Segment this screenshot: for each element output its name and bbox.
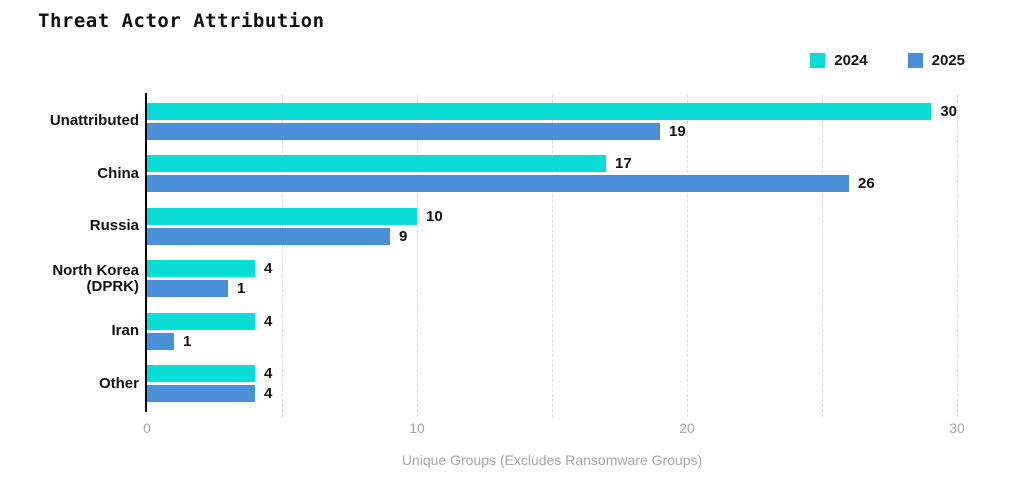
bar-value-label: 1: [183, 332, 192, 350]
x-tick-label: 0: [143, 420, 151, 436]
bar-2025[interactable]: [147, 122, 660, 140]
plot-area: Unattributed 30 19 China 17 26 Russia 10 9 North …: [50, 93, 958, 417]
category-label: China: [97, 164, 139, 182]
category-label: Russia: [89, 217, 139, 235]
bar-value-label: 19: [669, 122, 686, 140]
gridline: [552, 95, 553, 417]
gridline: [822, 95, 823, 417]
legend: 2024 2025: [810, 52, 965, 69]
bar-value-label: 26: [858, 175, 875, 193]
legend-swatch-2025: [907, 53, 923, 68]
chart-row: Unattributed 30 19: [50, 95, 957, 148]
category-label: Other: [98, 374, 139, 392]
x-axis-title: Unique Groups (Excludes Ransomware Group…: [401, 452, 703, 468]
category-label: Iran: [111, 322, 139, 340]
chart-row: Iran 4 1: [111, 305, 957, 358]
bar-2025[interactable]: [147, 227, 390, 245]
category-label: North Korea (DPRK): [52, 261, 139, 295]
bar-2025[interactable]: [147, 332, 174, 350]
bar-2025[interactable]: [147, 175, 849, 193]
gridline: [281, 95, 283, 417]
gridline: [686, 95, 688, 417]
gridline: [957, 95, 958, 417]
bar-value-label: 4: [264, 312, 273, 330]
y-axis-line: [145, 93, 147, 412]
bar-2024[interactable]: [147, 260, 255, 278]
bar-2024[interactable]: [147, 365, 255, 383]
bar-value-label: 4: [264, 260, 273, 278]
x-tick-label: 20: [679, 420, 695, 436]
bar-value-label: 1: [237, 280, 246, 298]
chart-row: Russia 10 9: [90, 200, 957, 253]
chart-row: Other 4 4: [99, 358, 957, 411]
legend-item-2025[interactable]: 2025: [907, 52, 965, 69]
chart-row: North Korea (DPRK) 4 1: [52, 253, 957, 306]
legend-item-2024[interactable]: 2024: [810, 52, 868, 69]
x-tick-label: 30: [949, 420, 965, 436]
x-axis-ticks: 0 10 20 30: [143, 420, 965, 438]
bar-value-label: 4: [264, 385, 273, 403]
legend-swatch-2024: [810, 53, 826, 68]
bar-value-label: 17: [615, 155, 632, 173]
bar-2025[interactable]: [147, 385, 255, 403]
bar-2024[interactable]: [147, 207, 417, 225]
bar-value-label: 4: [264, 365, 273, 383]
legend-label-2024: 2024: [834, 52, 868, 69]
bar-2024[interactable]: [147, 155, 606, 173]
bar-value-label: 10: [425, 207, 443, 225]
bar-value-label: 30: [940, 102, 957, 120]
chart-row: China 17 26: [97, 148, 957, 201]
bar-2024[interactable]: [147, 102, 932, 120]
gridline: [416, 95, 418, 417]
bar-2024[interactable]: [147, 312, 255, 330]
chart-title: Threat Actor Attribution: [38, 10, 325, 32]
legend-label-2025: 2025: [931, 52, 965, 69]
category-label: Unattributed: [49, 112, 139, 130]
x-tick-label: 10: [409, 420, 425, 436]
bar-value-label: 9: [399, 227, 408, 245]
bar-2025[interactable]: [147, 280, 228, 298]
